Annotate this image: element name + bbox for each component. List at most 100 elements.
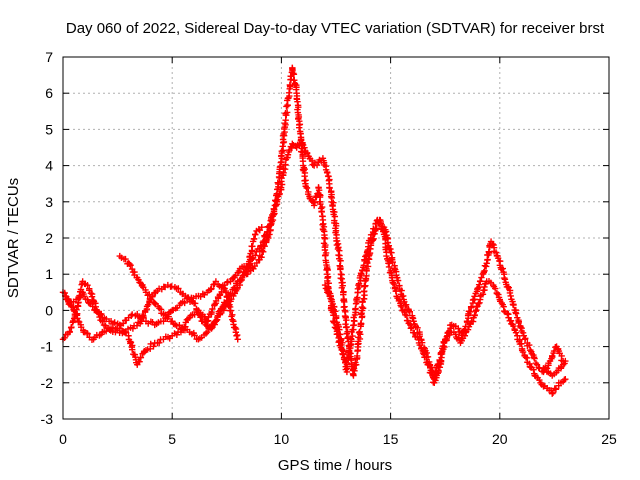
data-point — [549, 390, 556, 397]
data-point — [270, 206, 278, 213]
data-point — [521, 336, 529, 343]
data-point — [129, 346, 136, 353]
data-point — [480, 269, 488, 276]
data-point — [126, 260, 133, 268]
data-point — [489, 240, 496, 248]
data-point — [465, 308, 473, 315]
data-point — [343, 323, 350, 331]
data-point — [398, 303, 405, 310]
data-point — [504, 283, 512, 290]
data-point — [276, 190, 283, 198]
data-point — [89, 303, 96, 310]
data-point — [475, 281, 483, 288]
data-point — [181, 299, 188, 307]
data-point — [467, 304, 475, 312]
data-point — [432, 369, 440, 376]
data-point — [168, 283, 175, 290]
data-point — [321, 281, 329, 289]
data-point — [501, 276, 509, 283]
data-point — [127, 339, 135, 346]
y-tick-label-5: 5 — [45, 121, 53, 137]
data-point — [303, 184, 311, 192]
data-point — [504, 310, 511, 317]
data-point — [301, 177, 308, 184]
data-point — [510, 322, 517, 330]
data-point — [301, 144, 308, 151]
data-point — [463, 318, 471, 325]
data-point — [111, 319, 118, 326]
data-point — [290, 71, 298, 78]
data-point — [461, 326, 469, 333]
data-point — [84, 330, 91, 338]
data-point — [99, 318, 106, 325]
data-point — [234, 336, 241, 343]
data-point — [150, 343, 157, 350]
data-point — [295, 124, 303, 131]
data-point — [140, 312, 147, 320]
data-point — [258, 223, 265, 231]
data-point — [84, 282, 91, 289]
data-point — [228, 313, 235, 320]
y-tick-label--1: -1 — [41, 339, 54, 355]
data-point — [515, 318, 522, 325]
data-point — [202, 330, 210, 337]
data-point — [360, 262, 368, 269]
data-point — [122, 255, 129, 263]
series-sat-d — [59, 223, 569, 379]
y-tick-label--2: -2 — [41, 375, 54, 391]
data-point — [321, 246, 329, 254]
data-point — [223, 279, 231, 286]
data-point — [562, 375, 569, 383]
data-point — [87, 290, 95, 297]
data-point — [397, 302, 404, 309]
y-tick-label-0: 0 — [45, 302, 53, 318]
y-tick-label-4: 4 — [45, 158, 53, 174]
data-point — [410, 318, 417, 325]
data-point — [477, 277, 484, 285]
data-point — [526, 341, 533, 349]
data-point — [209, 305, 216, 313]
data-point — [411, 329, 418, 336]
data-point — [369, 237, 377, 244]
data-point — [66, 328, 73, 335]
data-point — [321, 234, 328, 241]
data-point — [218, 288, 225, 296]
data-point — [278, 147, 286, 155]
data-point — [527, 347, 534, 354]
data-point — [204, 322, 211, 330]
data-point — [260, 248, 267, 256]
data-point — [281, 119, 289, 127]
data-point — [552, 386, 560, 393]
data-point — [227, 290, 234, 297]
data-point — [138, 318, 145, 325]
data-point — [274, 196, 281, 203]
data-point — [332, 315, 340, 322]
data-point — [277, 184, 285, 191]
data-point — [365, 252, 372, 260]
data-point — [185, 294, 192, 301]
data-point — [238, 276, 246, 284]
data-point — [357, 320, 365, 327]
data-point — [499, 265, 506, 272]
data-point — [462, 323, 469, 330]
data-point — [359, 305, 367, 312]
data-point — [549, 389, 557, 396]
data-point — [337, 257, 344, 264]
data-point — [310, 198, 318, 206]
data-point — [96, 313, 103, 321]
data-point — [349, 332, 356, 340]
data-point — [209, 323, 216, 331]
data-point — [322, 251, 329, 259]
data-point — [74, 315, 81, 322]
data-point — [492, 285, 499, 292]
data-point — [473, 303, 480, 311]
x-tick-label-25: 25 — [601, 431, 617, 447]
data-point — [343, 368, 351, 376]
data-point — [455, 325, 462, 332]
data-point — [512, 310, 520, 317]
data-point — [160, 318, 167, 325]
series-sat-b — [61, 64, 569, 397]
data-point — [311, 199, 319, 206]
data-point — [340, 297, 347, 304]
data-point — [61, 334, 68, 341]
